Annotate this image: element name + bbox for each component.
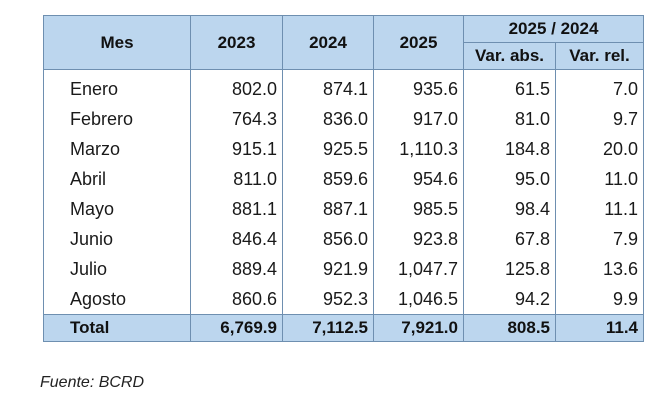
cell-var-abs: 95.0 — [463, 164, 556, 194]
table-row: Abril 811.0 859.6 954.6 95.0 11.0 — [43, 164, 644, 194]
cell-month: Julio — [43, 254, 191, 284]
header-mes: Mes — [43, 15, 191, 70]
cell-month: Enero — [43, 69, 191, 104]
header-var-abs: Var. abs. — [463, 42, 556, 70]
cell-2023: 846.4 — [190, 224, 283, 254]
header-year-2024: 2024 — [282, 15, 374, 70]
cell-var-abs: 67.8 — [463, 224, 556, 254]
cell-month: Febrero — [43, 104, 191, 134]
total-var-rel: 11.4 — [555, 314, 644, 342]
cell-2023: 915.1 — [190, 134, 283, 164]
cell-month: Agosto — [43, 284, 191, 315]
cell-2025: 1,046.5 — [373, 284, 464, 315]
cell-2024: 836.0 — [282, 104, 374, 134]
cell-var-rel: 9.9 — [555, 284, 644, 315]
total-label: Total — [43, 314, 191, 342]
cell-var-abs: 94.2 — [463, 284, 556, 315]
table-row: Julio 889.4 921.9 1,047.7 125.8 13.6 — [43, 254, 644, 284]
cell-2024: 856.0 — [282, 224, 374, 254]
table-row: Junio 846.4 856.0 923.8 67.8 7.9 — [43, 224, 644, 254]
cell-2023: 860.6 — [190, 284, 283, 315]
cell-2023: 764.3 — [190, 104, 283, 134]
cell-month: Marzo — [43, 134, 191, 164]
header-year-2023: 2023 — [190, 15, 283, 70]
cell-month: Junio — [43, 224, 191, 254]
cell-2025: 1,110.3 — [373, 134, 464, 164]
cell-2024: 952.3 — [282, 284, 374, 315]
source-note: Fuente: BCRD — [40, 374, 145, 391]
table-body: Enero 802.0 874.1 935.6 61.5 7.0 Febrero 764.3 8… — [43, 69, 644, 315]
cell-var-rel: 13.6 — [555, 254, 644, 284]
cell-month: Abril — [43, 164, 191, 194]
cell-var-rel: 20.0 — [555, 134, 644, 164]
cell-var-rel: 7.9 — [555, 224, 644, 254]
cell-var-abs: 184.8 — [463, 134, 556, 164]
cell-month: Mayo — [43, 194, 191, 224]
cell-2023: 889.4 — [190, 254, 283, 284]
cell-var-rel: 11.1 — [555, 194, 644, 224]
total-2025: 7,921.0 — [373, 314, 464, 342]
cell-2025: 923.8 — [373, 224, 464, 254]
table-row: Enero 802.0 874.1 935.6 61.5 7.0 — [43, 69, 644, 104]
cell-var-abs: 125.8 — [463, 254, 556, 284]
cell-2024: 874.1 — [282, 69, 374, 104]
cell-2025: 954.6 — [373, 164, 464, 194]
table-row: Mayo 881.1 887.1 985.5 98.4 11.1 — [43, 194, 644, 224]
cell-2023: 802.0 — [190, 69, 283, 104]
cell-var-abs: 81.0 — [463, 104, 556, 134]
total-2023: 6,769.9 — [190, 314, 283, 342]
cell-var-rel: 11.0 — [555, 164, 644, 194]
cell-2023: 811.0 — [190, 164, 283, 194]
cell-2025: 935.6 — [373, 69, 464, 104]
table-row: Agosto 860.6 952.3 1,046.5 94.2 9.9 — [43, 284, 644, 315]
cell-2025: 985.5 — [373, 194, 464, 224]
cell-2025: 917.0 — [373, 104, 464, 134]
header-var-rel: Var. rel. — [555, 42, 644, 70]
total-row: Total 6,769.9 7,112.5 7,921.0 808.5 11.4 — [43, 314, 644, 342]
cell-var-abs: 61.5 — [463, 69, 556, 104]
header-comparison-group: 2025 / 2024 — [463, 15, 644, 43]
table-footer: Total 6,769.9 7,112.5 7,921.0 808.5 11.4 — [43, 314, 644, 342]
monthly-data-table: Mes 2023 2024 2025 2025 / 2024 Var. abs.… — [43, 15, 644, 342]
cell-var-rel: 9.7 — [555, 104, 644, 134]
cell-2024: 921.9 — [282, 254, 374, 284]
cell-2025: 1,047.7 — [373, 254, 464, 284]
cell-2024: 925.5 — [282, 134, 374, 164]
table-row: Febrero 764.3 836.0 917.0 81.0 9.7 — [43, 104, 644, 134]
cell-2023: 881.1 — [190, 194, 283, 224]
total-var-abs: 808.5 — [463, 314, 556, 342]
total-2024: 7,112.5 — [282, 314, 374, 342]
cell-2024: 887.1 — [282, 194, 374, 224]
cell-var-abs: 98.4 — [463, 194, 556, 224]
cell-var-rel: 7.0 — [555, 69, 644, 104]
header-year-2025: 2025 — [373, 15, 464, 70]
data-table-container: Mes 2023 2024 2025 2025 / 2024 Var. abs.… — [43, 15, 644, 342]
cell-2024: 859.6 — [282, 164, 374, 194]
table-header: Mes 2023 2024 2025 2025 / 2024 Var. abs.… — [43, 15, 644, 70]
table-row: Marzo 915.1 925.5 1,110.3 184.8 20.0 — [43, 134, 644, 164]
